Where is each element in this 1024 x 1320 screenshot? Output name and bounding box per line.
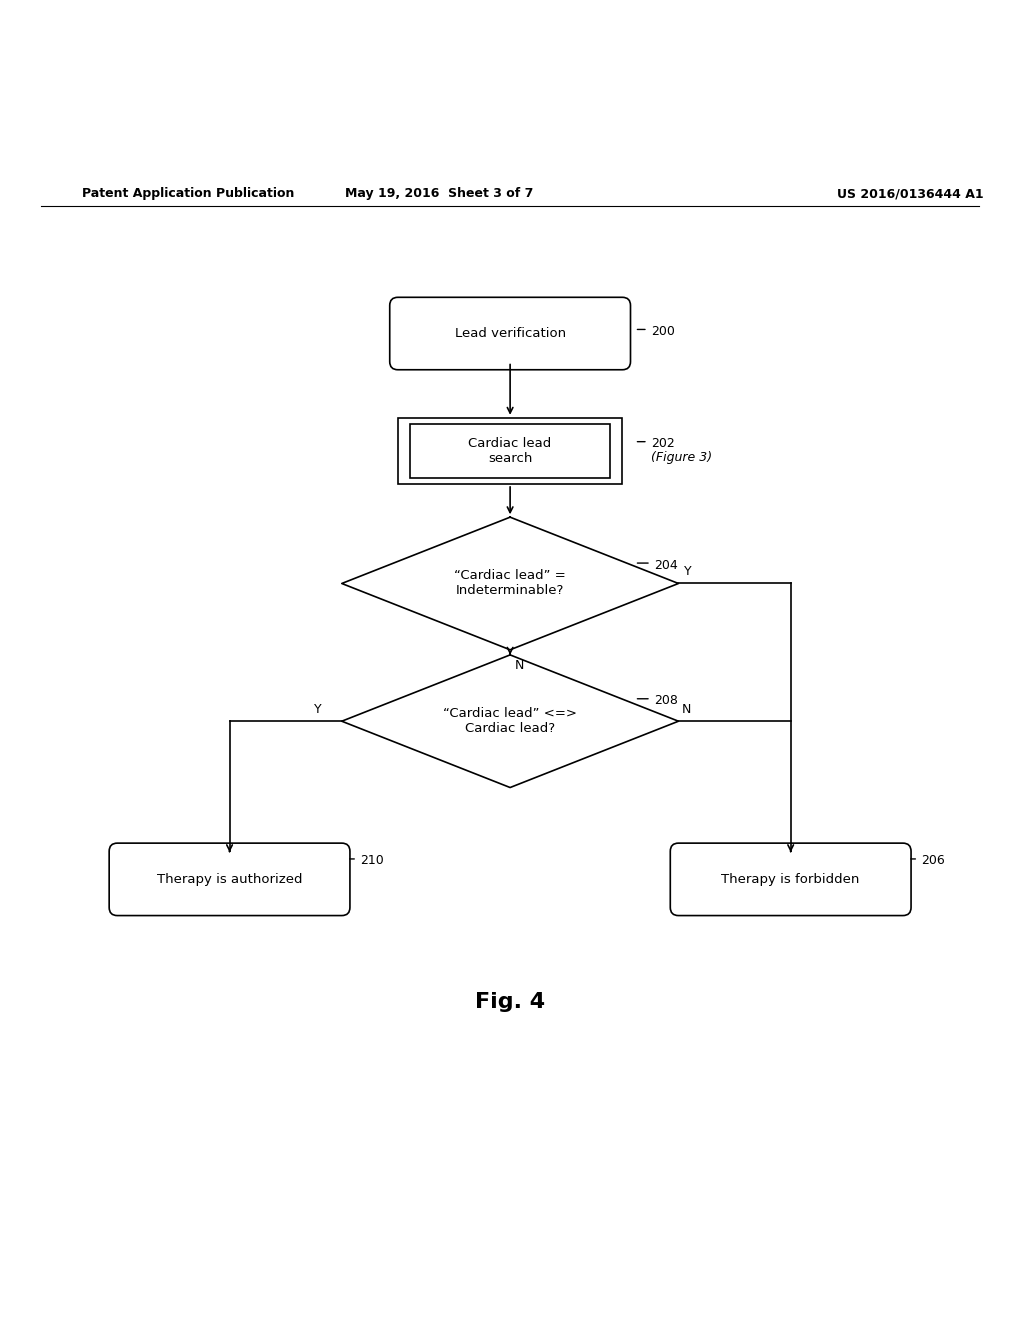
Text: Fig. 4: Fig. 4 [475, 991, 545, 1011]
Text: “Cardiac lead” <=>
Cardiac lead?: “Cardiac lead” <=> Cardiac lead? [443, 708, 578, 735]
Text: Cardiac lead
search: Cardiac lead search [469, 437, 552, 465]
Text: Y: Y [313, 704, 322, 717]
Polygon shape [342, 517, 679, 649]
Text: Therapy is authorized: Therapy is authorized [157, 873, 302, 886]
Text: 206: 206 [922, 854, 945, 867]
Text: 210: 210 [360, 854, 384, 867]
Polygon shape [342, 655, 679, 788]
Text: 208: 208 [654, 694, 678, 708]
Bar [411, 424, 610, 478]
Text: 204: 204 [654, 558, 678, 572]
Text: Patent Application Publication: Patent Application Publication [82, 187, 294, 201]
FancyBboxPatch shape [671, 843, 911, 916]
FancyBboxPatch shape [390, 297, 631, 370]
Text: Therapy is forbidden: Therapy is forbidden [722, 873, 860, 886]
Text: (Figure 3): (Figure 3) [651, 451, 712, 465]
Bar [398, 417, 623, 484]
FancyBboxPatch shape [110, 843, 350, 916]
Text: “Cardiac lead” =
Indeterminable?: “Cardiac lead” = Indeterminable? [455, 569, 566, 598]
Text: N: N [682, 704, 691, 717]
Text: US 2016/0136444 A1: US 2016/0136444 A1 [837, 187, 983, 201]
Text: 202: 202 [651, 437, 675, 450]
Text: May 19, 2016  Sheet 3 of 7: May 19, 2016 Sheet 3 of 7 [344, 187, 532, 201]
Text: 200: 200 [651, 325, 675, 338]
Text: Y: Y [684, 565, 691, 578]
Text: N: N [515, 659, 524, 672]
Text: Lead verification: Lead verification [455, 327, 565, 341]
